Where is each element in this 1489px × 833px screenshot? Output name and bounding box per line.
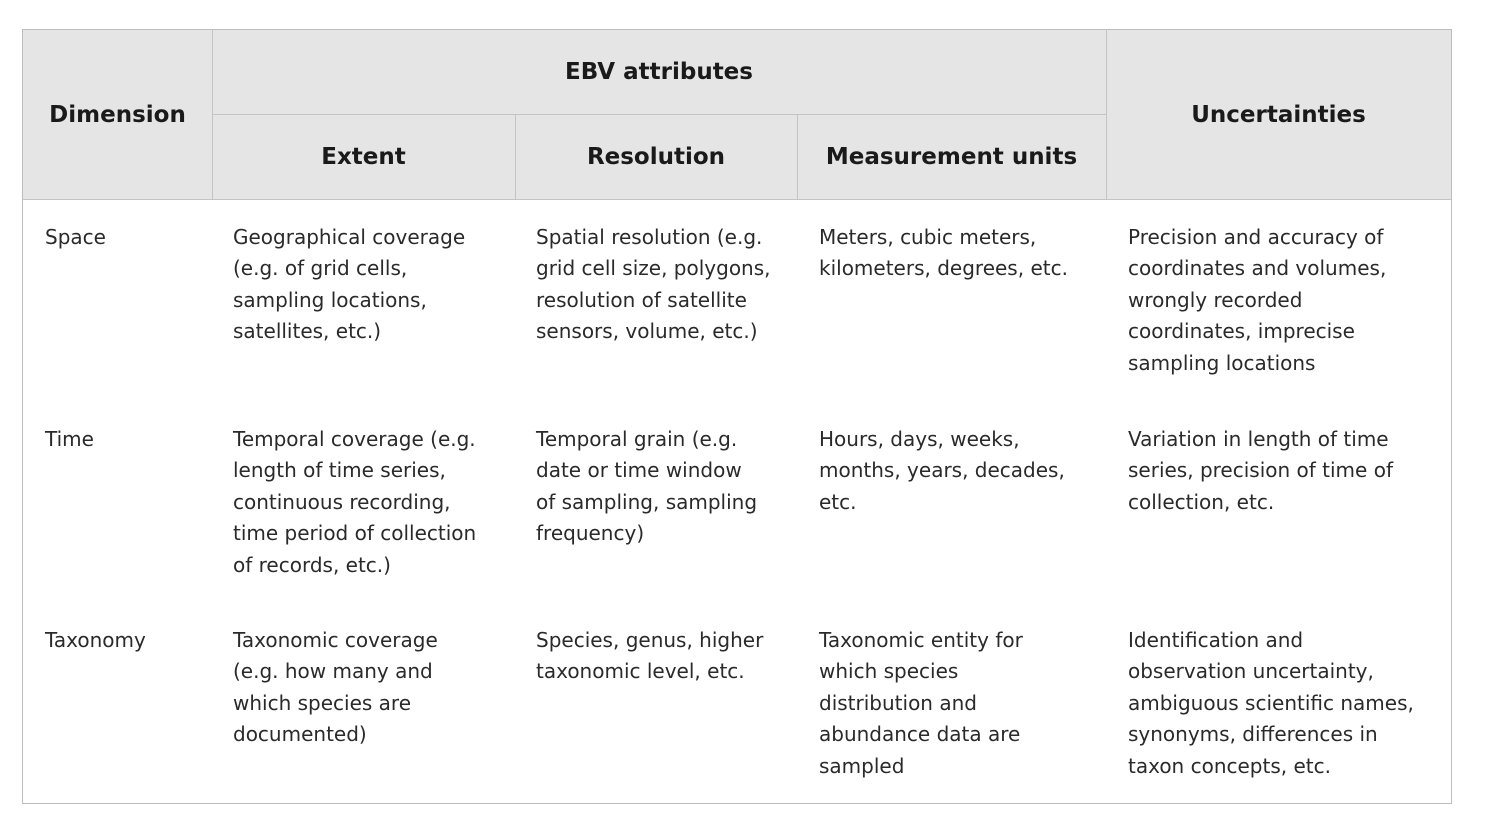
header-divider bbox=[797, 114, 798, 199]
table-cell-measurement-units: Hours, days, weeks, months, years, decad… bbox=[819, 427, 1065, 514]
table-cell-dimension: Taxonomy bbox=[45, 628, 146, 652]
table-cell-measurement-units: Taxonomic entity for which species distr… bbox=[819, 628, 1023, 778]
table-cell-uncertainties: Precision and accuracy of coordinates an… bbox=[1128, 225, 1387, 375]
header-uncertainties: Uncertainties bbox=[1106, 30, 1451, 199]
table-cell-dimension: Space bbox=[45, 225, 106, 249]
table-cell-resolution: Spatial resolution (e.g. grid cell size,… bbox=[536, 225, 771, 344]
table-cell-extent: Taxonomic coverage (e.g. how many and wh… bbox=[233, 628, 438, 747]
table-cell-resolution: Species, genus, higher taxonomic level, … bbox=[536, 628, 764, 684]
table-cell-measurement-units: Meters, cubic meters, kilometers, degree… bbox=[819, 225, 1068, 281]
table-cell-extent: Temporal coverage (e.g. length of time s… bbox=[233, 427, 477, 577]
header-resolution: Resolution bbox=[515, 114, 797, 199]
header-divider bbox=[515, 114, 516, 199]
table-cell-extent: Geographical coverage (e.g. of grid cell… bbox=[233, 225, 466, 344]
header-divider bbox=[1106, 30, 1107, 199]
header-bottom-border bbox=[23, 199, 1451, 200]
header-dimension: Dimension bbox=[23, 30, 212, 199]
header-measurement-units: Measurement units bbox=[797, 114, 1106, 199]
header-divider bbox=[212, 114, 1106, 115]
header-ebv-attributes: EBV attributes bbox=[212, 30, 1106, 114]
table-cell-uncertainties: Variation in length of time series, prec… bbox=[1128, 427, 1393, 514]
ebv-attributes-table: Dimension EBV attributes Extent Resoluti… bbox=[22, 29, 1452, 804]
table-cell-uncertainties: Identification and observation uncertain… bbox=[1128, 628, 1414, 778]
header-extent: Extent bbox=[212, 114, 515, 199]
table-cell-dimension: Time bbox=[45, 427, 94, 451]
table-cell-resolution: Temporal grain (e.g. date or time window… bbox=[536, 427, 758, 546]
